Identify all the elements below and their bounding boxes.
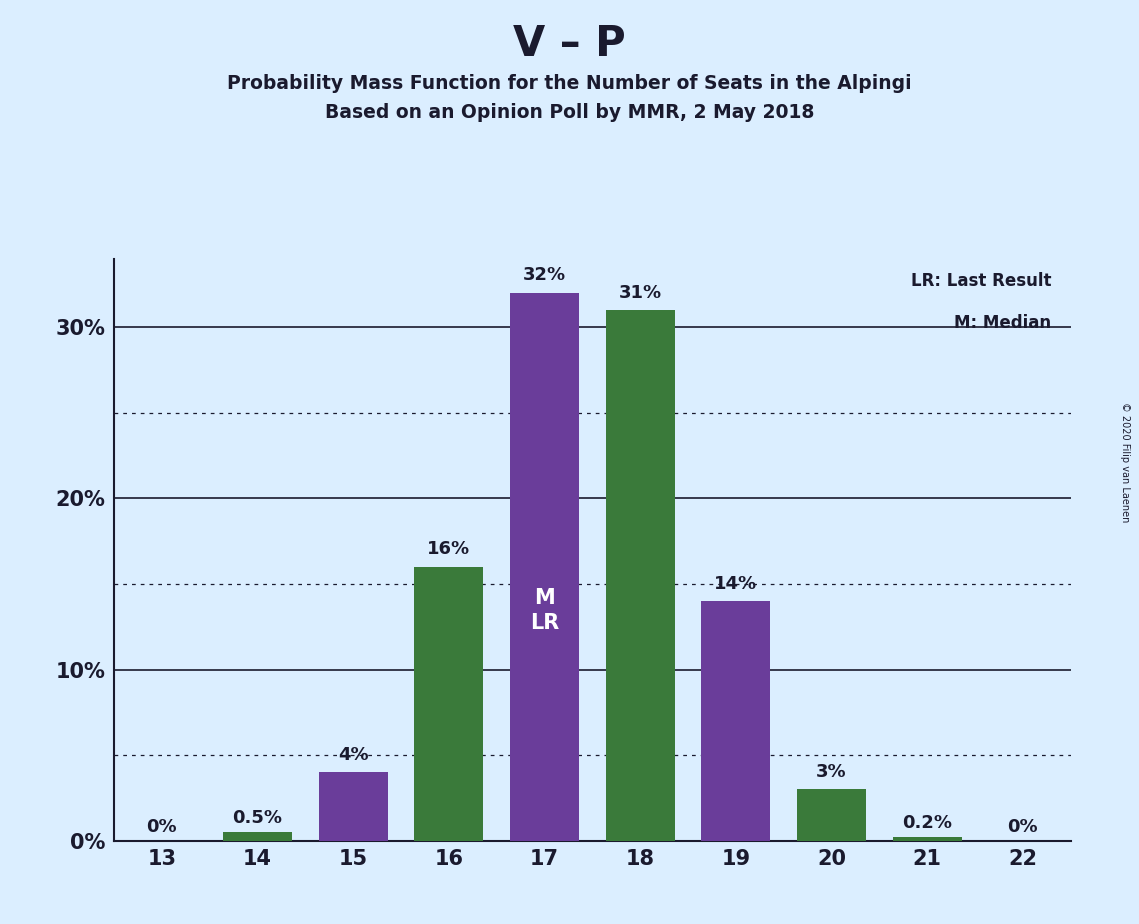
Text: 3%: 3% — [817, 763, 846, 781]
Text: 32%: 32% — [523, 266, 566, 285]
Bar — [415, 567, 483, 841]
Text: LR: Last Result: LR: Last Result — [911, 273, 1051, 290]
Text: © 2020 Filip van Laenen: © 2020 Filip van Laenen — [1120, 402, 1130, 522]
Bar — [797, 789, 866, 841]
Text: 0%: 0% — [1008, 818, 1038, 835]
Text: 16%: 16% — [427, 541, 470, 558]
Text: Based on an Opinion Poll by MMR, 2 May 2018: Based on an Opinion Poll by MMR, 2 May 2… — [325, 103, 814, 123]
Text: 0.5%: 0.5% — [232, 809, 282, 827]
Bar — [319, 772, 387, 841]
Text: M
LR: M LR — [530, 589, 559, 633]
Text: V – P: V – P — [514, 23, 625, 65]
Text: 14%: 14% — [714, 575, 757, 592]
Text: 0.2%: 0.2% — [902, 814, 952, 833]
Bar — [893, 837, 961, 841]
Bar — [223, 833, 292, 841]
Bar — [510, 293, 579, 841]
Bar — [606, 310, 674, 841]
Text: 0%: 0% — [147, 818, 177, 835]
Text: Probability Mass Function for the Number of Seats in the Alpingi: Probability Mass Function for the Number… — [227, 74, 912, 93]
Text: M: Median: M: Median — [954, 313, 1051, 332]
Text: 31%: 31% — [618, 284, 662, 301]
Bar — [702, 602, 770, 841]
Text: 4%: 4% — [338, 746, 368, 764]
